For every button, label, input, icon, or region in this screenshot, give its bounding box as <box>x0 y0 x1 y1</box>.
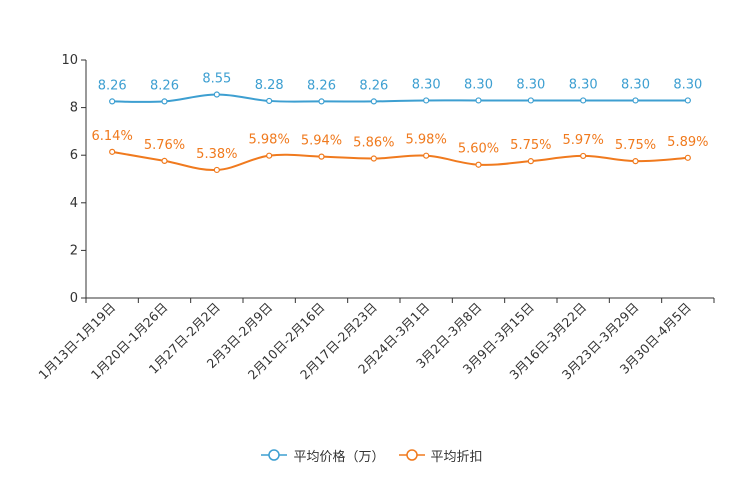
data-label: 8.30 <box>621 77 650 92</box>
y-tick-label: 8 <box>70 101 78 116</box>
data-label: 5.89% <box>667 135 708 150</box>
legend-item-price[interactable]: 平均价格（万） <box>261 446 385 465</box>
data-label: 8.30 <box>569 77 598 92</box>
line-chart: 02468101月13日-1月19日1月20日-1月26日1月27日-2月2日2… <box>35 53 715 382</box>
data-point <box>213 91 220 98</box>
legend-marker-discount-icon <box>398 449 425 461</box>
data-point <box>684 154 691 161</box>
data-label: 5.75% <box>510 138 551 153</box>
data-label: 5.94% <box>301 134 342 149</box>
data-point <box>475 97 482 104</box>
data-label: 5.98% <box>249 133 290 148</box>
data-label: 8.26 <box>150 78 179 93</box>
data-point <box>580 152 587 160</box>
data-point <box>475 161 482 168</box>
data-label: 8.30 <box>516 77 545 92</box>
legend-label-discount: 平均折扣 <box>430 449 483 465</box>
data-point <box>161 98 168 105</box>
data-point <box>109 148 116 155</box>
data-point <box>266 97 273 105</box>
legend-label-price: 平均价格（万） <box>293 449 385 465</box>
data-point <box>423 97 430 104</box>
data-label: 5.75% <box>615 138 656 153</box>
data-point <box>632 158 639 165</box>
data-label: 5.60% <box>458 142 499 157</box>
data-point <box>527 97 534 104</box>
data-label: 5.76% <box>144 138 185 153</box>
data-point <box>213 166 220 174</box>
data-point <box>527 158 534 165</box>
data-label: 8.26 <box>307 78 336 93</box>
data-label: 8.28 <box>255 78 284 93</box>
series-line-0 <box>112 93 688 103</box>
y-tick-label: 4 <box>70 196 78 211</box>
data-point <box>370 155 377 162</box>
data-label: 5.86% <box>353 136 394 151</box>
data-point <box>423 152 430 159</box>
data-label: 5.98% <box>406 133 447 148</box>
data-label: 8.26 <box>359 78 388 93</box>
data-label: 8.30 <box>673 77 702 92</box>
data-point <box>684 97 691 104</box>
data-point <box>318 98 325 105</box>
data-point <box>266 152 273 159</box>
data-point <box>580 97 587 104</box>
data-label: 8.30 <box>464 77 493 92</box>
data-label: 8.26 <box>98 78 127 93</box>
data-label: 5.97% <box>563 133 604 148</box>
data-label: 8.30 <box>412 77 441 92</box>
y-tick-label: 6 <box>70 148 78 163</box>
legend-marker-price-icon <box>261 449 288 461</box>
data-point <box>632 97 639 104</box>
y-tick-label: 2 <box>70 243 78 258</box>
data-point <box>318 153 325 160</box>
y-tick-label: 0 <box>70 291 78 306</box>
data-point <box>161 157 168 165</box>
data-label: 5.38% <box>196 147 237 162</box>
data-label: 8.55 <box>202 72 231 87</box>
series-line-1 <box>111 150 688 171</box>
data-point <box>370 98 377 105</box>
legend: 平均价格（万） 平均折扣 <box>0 444 744 466</box>
y-tick-label: 10 <box>61 53 78 68</box>
legend-item-discount[interactable]: 平均折扣 <box>398 446 483 465</box>
data-label: 6.14% <box>92 129 133 144</box>
data-point <box>109 98 116 105</box>
